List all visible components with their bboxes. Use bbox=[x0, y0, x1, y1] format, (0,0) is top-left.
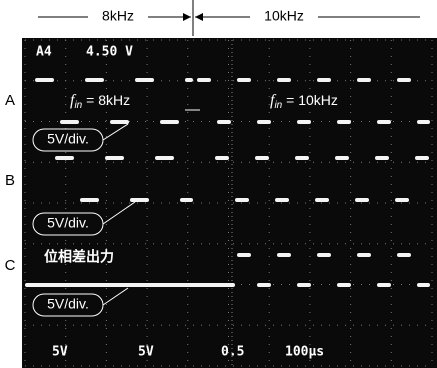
trace-segment bbox=[217, 120, 231, 124]
trace-segment bbox=[85, 78, 104, 82]
trace-segment bbox=[395, 198, 409, 202]
trace-segment bbox=[135, 78, 154, 82]
trace-segment bbox=[160, 120, 179, 124]
trace-segment bbox=[25, 283, 235, 287]
readout: A4 bbox=[36, 45, 52, 60]
trace-segment bbox=[255, 156, 269, 160]
trace-segment bbox=[197, 78, 211, 82]
trace-segment bbox=[235, 198, 249, 202]
trace-segment bbox=[357, 253, 371, 257]
trace-segment bbox=[237, 78, 251, 82]
readout: 0.5 bbox=[221, 345, 244, 360]
trace-segment bbox=[377, 283, 391, 287]
trace-segment bbox=[377, 120, 391, 124]
trace-segment bbox=[297, 120, 311, 124]
trace-segment bbox=[357, 78, 371, 82]
trace-segment bbox=[397, 253, 411, 257]
scale-label: 5V/div. bbox=[47, 215, 89, 231]
arrow-head bbox=[183, 13, 191, 21]
trace-segment bbox=[355, 198, 369, 202]
trace-segment bbox=[185, 78, 193, 82]
trace-segment bbox=[375, 156, 389, 160]
trace-segment bbox=[337, 283, 351, 287]
readout: 5V bbox=[138, 345, 154, 360]
trace-segment bbox=[180, 198, 193, 202]
header-label: 8kHz bbox=[102, 8, 134, 24]
figure: 8kHz 10kHz A B C A4 4.50 V 5V 5V 0.5 100… bbox=[0, 0, 437, 368]
trace-segment bbox=[275, 198, 289, 202]
channel-label: B bbox=[5, 172, 15, 189]
rest: = 8kHz bbox=[82, 92, 130, 108]
channel-label: C bbox=[5, 257, 16, 274]
header: 8kHz 10kHz bbox=[38, 0, 420, 36]
trace-segment bbox=[397, 78, 411, 82]
trace-segment bbox=[60, 120, 79, 124]
trace-segment bbox=[277, 253, 291, 257]
readout: 5V bbox=[52, 345, 68, 360]
scope-screen bbox=[22, 38, 437, 368]
trace-segment bbox=[317, 253, 331, 257]
trace-segment bbox=[317, 78, 331, 82]
trace-segment bbox=[415, 156, 429, 160]
readout: 4.50 V bbox=[86, 45, 133, 60]
trace-segment bbox=[295, 156, 309, 160]
trace-segment bbox=[417, 283, 430, 287]
trace-segment bbox=[277, 78, 291, 82]
rest: = 10kHz bbox=[282, 92, 338, 108]
trace-segment bbox=[237, 253, 251, 257]
trace-segment bbox=[130, 198, 149, 202]
trace-segment bbox=[315, 198, 329, 202]
readout: 100μs bbox=[285, 345, 324, 360]
scale-label: 5V/div. bbox=[47, 131, 89, 147]
trace-segment bbox=[215, 156, 229, 160]
trace-segment bbox=[297, 283, 311, 287]
trace-segment bbox=[35, 78, 54, 82]
trace-segment bbox=[80, 198, 99, 202]
trace-segment bbox=[337, 120, 351, 124]
header-label: 10kHz bbox=[264, 8, 304, 24]
trace-segment bbox=[257, 120, 271, 124]
channel-label: A bbox=[5, 92, 15, 109]
trace-segment bbox=[417, 120, 430, 124]
trace-segment bbox=[257, 283, 271, 287]
trace-segment bbox=[155, 156, 174, 160]
trace-segment bbox=[55, 156, 74, 160]
trace-segment bbox=[335, 156, 349, 160]
trace-segment bbox=[105, 156, 124, 160]
arrow-head bbox=[195, 13, 203, 21]
trace-segment bbox=[110, 120, 129, 124]
scale-label: 5V/div. bbox=[47, 296, 89, 312]
output-label: 位相差出力 bbox=[44, 249, 114, 265]
